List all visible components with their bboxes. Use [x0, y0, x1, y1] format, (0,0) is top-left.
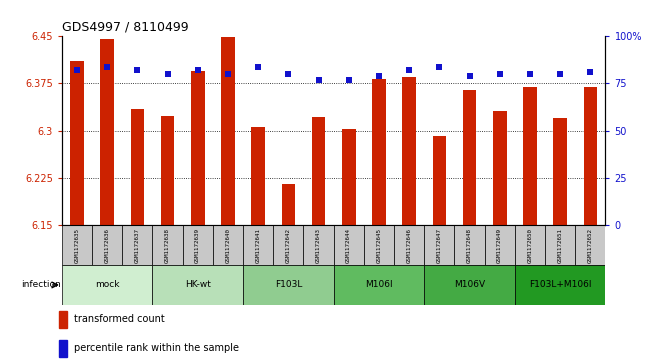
Text: GSM1172645: GSM1172645	[376, 228, 381, 262]
Bar	[62, 265, 152, 305]
Bar	[243, 225, 273, 265]
Text: M106V: M106V	[454, 281, 485, 289]
Text: GSM1172643: GSM1172643	[316, 228, 321, 262]
Text: GSM1172647: GSM1172647	[437, 228, 442, 262]
Point	[283, 71, 294, 77]
Bar	[161, 116, 174, 225]
Text: GSM1172638: GSM1172638	[165, 228, 170, 262]
Bar	[251, 127, 265, 225]
Point	[253, 64, 264, 69]
Bar	[333, 265, 424, 305]
Text: GSM1172639: GSM1172639	[195, 228, 201, 262]
Bar	[484, 225, 515, 265]
Bar	[273, 225, 303, 265]
Bar	[424, 265, 515, 305]
Text: F103L: F103L	[275, 281, 302, 289]
Point	[313, 77, 324, 83]
Bar	[152, 265, 243, 305]
Text: GSM1172644: GSM1172644	[346, 228, 352, 262]
Point	[585, 69, 596, 75]
Text: mock: mock	[95, 281, 119, 289]
Bar	[583, 87, 597, 225]
Text: M106I: M106I	[365, 281, 393, 289]
Bar	[312, 117, 326, 225]
Bar	[62, 225, 92, 265]
Text: GSM1172649: GSM1172649	[497, 228, 502, 262]
Point	[555, 71, 565, 77]
Bar	[364, 225, 394, 265]
Bar	[342, 129, 355, 225]
Bar	[131, 109, 144, 225]
Text: GSM1172637: GSM1172637	[135, 228, 140, 262]
Bar	[394, 225, 424, 265]
Bar	[303, 225, 333, 265]
Bar	[493, 111, 506, 225]
Text: GSM1172650: GSM1172650	[527, 228, 533, 262]
Bar	[515, 265, 605, 305]
Bar	[402, 77, 416, 225]
Text: GSM1172642: GSM1172642	[286, 228, 291, 262]
Bar	[59, 311, 67, 328]
Text: GSM1172648: GSM1172648	[467, 228, 472, 262]
Bar	[221, 37, 235, 225]
Text: infection: infection	[21, 281, 61, 289]
Bar	[463, 90, 477, 225]
Bar	[183, 225, 213, 265]
Bar	[454, 225, 484, 265]
Text: GSM1172646: GSM1172646	[407, 228, 411, 262]
Bar	[545, 225, 575, 265]
Bar	[333, 225, 364, 265]
Text: percentile rank within the sample: percentile rank within the sample	[74, 343, 238, 354]
Point	[223, 71, 233, 77]
Text: GSM1172636: GSM1172636	[105, 228, 109, 262]
Bar	[424, 225, 454, 265]
Bar	[372, 79, 386, 225]
Bar	[122, 225, 152, 265]
Bar	[100, 40, 114, 225]
Bar	[523, 87, 536, 225]
Point	[72, 68, 82, 73]
Point	[434, 64, 445, 69]
Bar	[59, 340, 67, 357]
Point	[344, 77, 354, 83]
Point	[102, 64, 113, 69]
Text: GSM1172641: GSM1172641	[256, 228, 260, 262]
Bar	[70, 61, 84, 225]
Point	[525, 71, 535, 77]
Bar	[152, 225, 183, 265]
Point	[162, 71, 173, 77]
Bar	[553, 118, 567, 225]
Bar	[191, 71, 204, 225]
Point	[193, 68, 203, 73]
Text: GSM1172635: GSM1172635	[74, 228, 79, 262]
Point	[374, 73, 384, 79]
Bar	[515, 225, 545, 265]
Text: F103L+M106I: F103L+M106I	[529, 281, 591, 289]
Bar	[243, 265, 333, 305]
Text: GSM1172640: GSM1172640	[225, 228, 230, 262]
Point	[132, 68, 143, 73]
Text: GSM1172651: GSM1172651	[558, 228, 562, 262]
Point	[495, 71, 505, 77]
Text: transformed count: transformed count	[74, 314, 164, 325]
Bar	[432, 136, 446, 225]
Point	[404, 68, 414, 73]
Text: HK-wt: HK-wt	[185, 281, 211, 289]
Point	[464, 73, 475, 79]
Bar	[92, 225, 122, 265]
Text: GSM1172652: GSM1172652	[588, 228, 593, 262]
Bar	[575, 225, 605, 265]
Text: GDS4997 / 8110499: GDS4997 / 8110499	[62, 21, 189, 34]
Bar	[281, 184, 295, 225]
Bar	[213, 225, 243, 265]
